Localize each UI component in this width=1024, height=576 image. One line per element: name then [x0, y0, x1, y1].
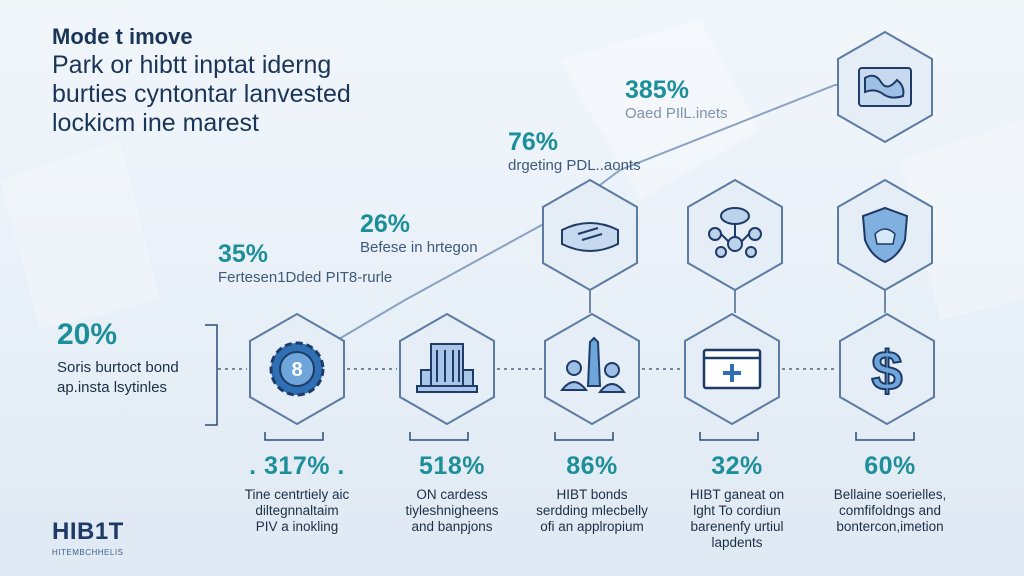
chart-point-caption: Oaed PIlL.inets	[625, 105, 728, 122]
title-line: burties cyntontar lanvested	[52, 80, 351, 108]
bottom-stat: 32% HIBT ganeat on lght To cordiun barenen…	[652, 452, 822, 551]
left-stat-caption: Soris burtoct bond ap.insta lsytinles	[57, 358, 179, 398]
chart-point-caption: Fertesen1Dded PIT8-rurle	[218, 269, 393, 286]
chart-point-stat: 76% drgeting PDL..aonts	[508, 128, 641, 174]
building-icon	[416, 343, 478, 393]
chart-point-percent: 385%	[625, 76, 689, 104]
chart-point-caption: drgeting PDL..aonts	[508, 157, 641, 174]
monitor-plus-icon	[702, 348, 762, 390]
chart-point-stat: 26% Befese in hrtegon	[360, 210, 478, 256]
bottom-stat: 60% Bellaine soerielles, comfifoldngs and…	[805, 452, 975, 535]
hex-people-tower	[542, 312, 642, 426]
bottom-stat: 518% ON cardess tiyleshnigheens and banpjo…	[367, 452, 537, 535]
bottom-stat-description: Bellaine soerielles, comfifoldngs and bont…	[833, 487, 947, 534]
bottom-stat-description: ON cardess tiyleshnigheens and banpjons	[405, 487, 499, 534]
dollar-icon: $	[871, 339, 902, 402]
bottom-stat-percent: 32%	[711, 452, 763, 480]
cloud-network-icon	[708, 207, 762, 258]
left-stat-percent: 20%	[57, 318, 118, 351]
bottom-stat-percent: 60%	[864, 452, 916, 480]
page-title: Mode t imove Park or hibtt inptat iderng…	[52, 22, 472, 138]
title-line: Mode t imove	[52, 24, 193, 49]
logo-subtitle: HITEMBCHHELIS	[52, 548, 124, 557]
hex-chip-card	[540, 178, 640, 292]
caption-line: Soris burtoct bond	[57, 359, 179, 376]
bottom-stat-description: HIBT bonds serdding mlecbelly ofi an applr…	[536, 487, 648, 534]
bottom-stat: 86% HIBT bonds serdding mlecbelly ofi an a…	[507, 452, 677, 535]
chart-point-percent: 76%	[508, 128, 559, 156]
left-stat: 20% Soris burtoct bond ap.insta lsytinle…	[57, 318, 179, 398]
map-frame-icon	[858, 67, 912, 107]
gear-badge-icon: 8	[269, 341, 325, 397]
brand-logo: HIB1T HITEMBCHHELIS	[52, 518, 124, 557]
chip-card-icon	[561, 222, 619, 252]
title-line: Park or hibtt inptat iderng	[52, 51, 332, 79]
hex-monitor	[682, 312, 782, 426]
bottom-stat-description: Tine centrtiely aic diltegnnaltaim PIV a i…	[244, 487, 350, 534]
chart-point-stat: 385% Oaed PIlL.inets	[625, 76, 728, 122]
hex-building	[397, 312, 497, 426]
hex-dollar: $	[837, 312, 937, 426]
chart-point-percent: 26%	[360, 210, 411, 238]
chart-point-stat: 35% Fertesen1Dded PIT8-rurle	[218, 240, 392, 286]
logo-name: HIB1T	[52, 518, 124, 545]
bottom-stat-percent: 518%	[419, 452, 485, 480]
hex-shield	[835, 178, 935, 292]
hex-map-frame	[835, 30, 935, 144]
chart-point-caption: Befese in hrtegon	[360, 239, 478, 256]
title-line: lockicm ine marest	[52, 109, 259, 137]
bottom-stat-description: HIBT ganeat on lght To cordiun barenenfy u…	[689, 487, 785, 550]
chart-point-percent: 35%	[218, 240, 269, 268]
gear-badge-number: 8	[291, 359, 302, 381]
bottom-stat-percent: 86%	[566, 452, 618, 480]
bottom-stat: . 317% . Tine centrtiely aic diltegnnalta…	[212, 452, 382, 535]
hex-gear: 8	[247, 312, 347, 426]
caption-line: ap.insta lsytinles	[57, 379, 168, 396]
hex-cloud-network	[685, 178, 785, 292]
people-tower-icon	[559, 336, 627, 393]
bottom-stat-percent: . 317% .	[249, 452, 345, 480]
